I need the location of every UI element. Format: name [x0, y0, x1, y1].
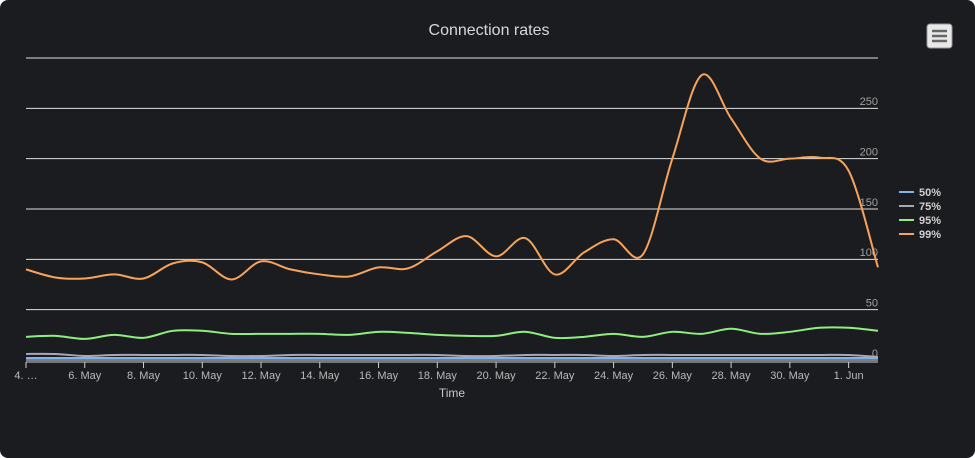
series-line: [25, 73, 879, 281]
y-tick-label: 100: [860, 247, 878, 259]
x-tick-label: 30. May: [770, 370, 810, 382]
x-tick-label: 6. May: [68, 370, 102, 382]
x-tick-label: 24. May: [594, 370, 634, 382]
menu-button[interactable]: [926, 23, 953, 49]
x-tick-label: 8. May: [127, 370, 161, 382]
y-tick-label: 200: [860, 147, 878, 159]
x-tick-label: 12. May: [241, 370, 281, 382]
x-tick-label: 28. May: [712, 370, 752, 382]
x-tick-label: 14. May: [300, 370, 340, 382]
series-line: [25, 326, 879, 340]
y-tick-label: 50: [866, 298, 878, 310]
y-tick-label: 150: [860, 197, 878, 209]
x-tick-label: 10. May: [183, 370, 223, 382]
legend-label: 75%: [919, 201, 941, 213]
menu-icon[interactable]: [932, 29, 947, 43]
x-tick-label: 20. May: [476, 370, 516, 382]
x-tick-label: 1. Jun: [834, 370, 864, 382]
series-line: [25, 352, 879, 358]
x-axis-title: Time: [439, 386, 466, 400]
x-tick-label: 26. May: [653, 370, 693, 382]
x-tick-label: 16. May: [359, 370, 399, 382]
x-tick-label: 18. May: [418, 370, 458, 382]
x-tick-label: 4. …: [14, 370, 37, 382]
legend-label: 99%: [919, 229, 941, 241]
chart-title: Connection rates: [429, 22, 550, 39]
x-tick-label: 22. May: [535, 370, 575, 382]
y-tick-label: 250: [860, 96, 878, 108]
y-tick-label: 0: [872, 348, 878, 360]
legend-label: 50%: [919, 187, 941, 199]
legend-label: 95%: [919, 215, 941, 227]
